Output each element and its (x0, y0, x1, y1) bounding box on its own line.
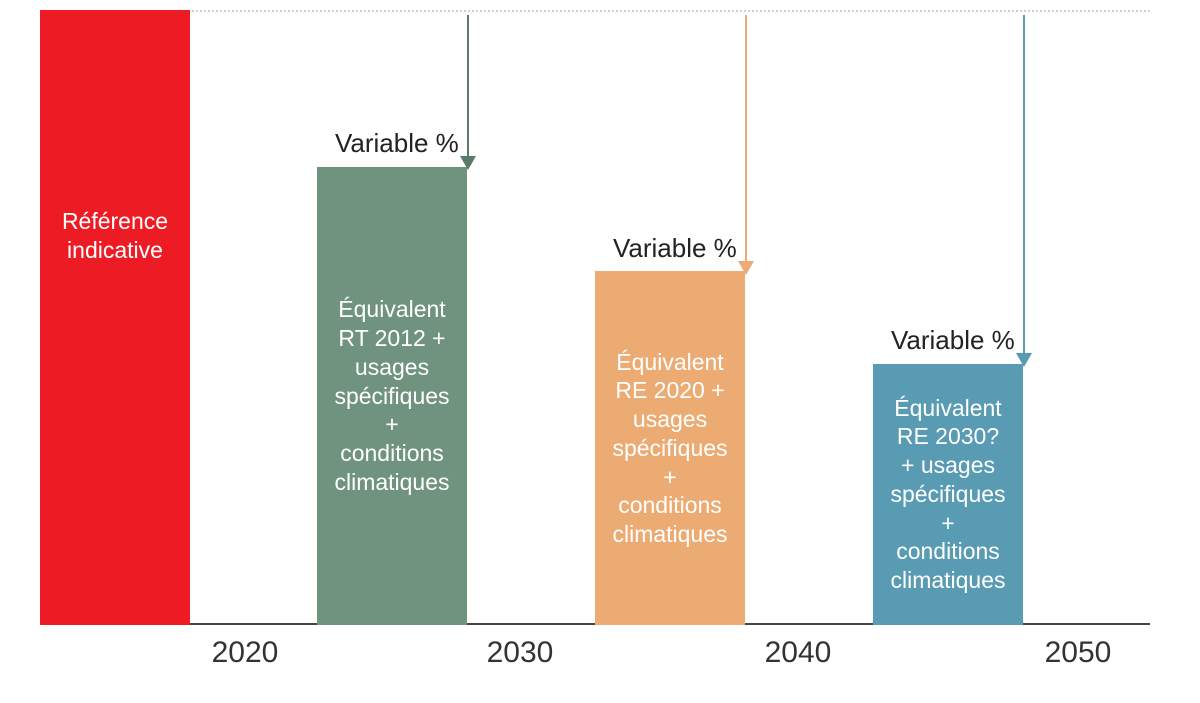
bar-reference: Référence indicative (40, 10, 190, 625)
chart-stage: { "chart": { "type": "bar", "plot": { "l… (0, 0, 1200, 703)
arrow-shaft (467, 15, 469, 156)
arrow-rt2012 (467, 15, 469, 158)
arrow-shaft (745, 15, 747, 261)
x-axis-label: 2050 (1045, 636, 1112, 670)
variable-pct-label-3: Variable % (891, 325, 1015, 356)
variable-pct-label-1: Variable % (335, 128, 459, 159)
bar-re2030: Équivalent RE 2030? + usages spécifiques… (873, 364, 1023, 625)
bar-re2030-label: Équivalent RE 2030? + usages spécifiques… (887, 394, 1009, 595)
bar-reference-label: Référence indicative (54, 207, 176, 265)
x-axis-label: 2020 (212, 636, 279, 670)
variable-pct-label-2: Variable % (613, 233, 737, 264)
arrow-shaft (1023, 15, 1025, 353)
bar-rt2012-label: Équivalent RT 2012 + usages spécifiques … (331, 295, 453, 496)
arrow-head-icon (1016, 353, 1032, 367)
x-axis-label: 2030 (487, 636, 554, 670)
x-axis-label: 2040 (765, 636, 832, 670)
bar-re2020-label: Équivalent RE 2020 + usages spécifiques … (609, 348, 731, 549)
bar-re2020: Équivalent RE 2020 + usages spécifiques … (595, 271, 745, 625)
arrow-head-icon (738, 261, 754, 275)
arrow-re2020 (745, 15, 747, 263)
bar-rt2012: Équivalent RT 2012 + usages spécifiques … (317, 167, 467, 625)
plot-area: Référence indicative Équivalent RT 2012 … (40, 10, 1150, 625)
arrow-head-icon (460, 156, 476, 170)
top-dotted-guide (40, 10, 1150, 12)
arrow-re2030 (1023, 15, 1025, 355)
